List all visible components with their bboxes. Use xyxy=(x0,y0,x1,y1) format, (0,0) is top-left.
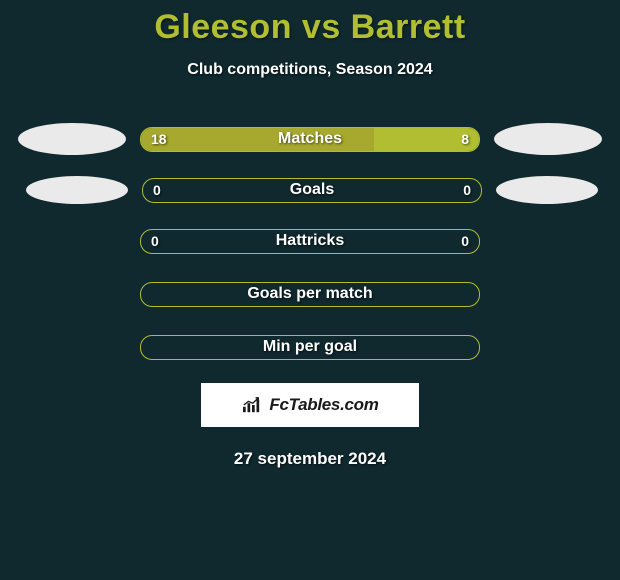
stat-value-right: 8 xyxy=(461,128,469,151)
stat-value-right: 0 xyxy=(463,179,471,202)
site-logo[interactable]: FcTables.com xyxy=(201,383,419,427)
stat-row: Min per goal xyxy=(0,331,620,363)
stat-bar: 0Goals0 xyxy=(142,178,482,203)
comparison-widget: Gleeson vs Barrett Club competitions, Se… xyxy=(0,0,620,469)
stat-label: Matches xyxy=(141,128,479,151)
stat-row: 0Goals0 xyxy=(0,176,620,204)
player-photo-right xyxy=(496,176,598,204)
photo-spacer xyxy=(18,331,140,363)
stat-row: 18Matches8 xyxy=(0,123,620,155)
player-photo-right xyxy=(494,123,602,155)
photo-spacer xyxy=(18,278,140,310)
stat-label: Goals xyxy=(143,179,481,202)
photo-spacer xyxy=(18,225,140,257)
chart-icon xyxy=(241,396,263,414)
player-photo-left xyxy=(26,176,128,204)
stat-label: Hattricks xyxy=(141,230,479,253)
photo-spacer xyxy=(480,225,602,257)
player-photo-left xyxy=(18,123,126,155)
photo-spacer xyxy=(480,331,602,363)
stat-row: 0Hattricks0 xyxy=(0,225,620,257)
stats-rows: 18Matches80Goals00Hattricks0Goals per ma… xyxy=(0,123,620,363)
stat-bar: Min per goal xyxy=(140,335,480,360)
stat-label: Min per goal xyxy=(141,336,479,359)
stat-row: Goals per match xyxy=(0,278,620,310)
subtitle: Club competitions, Season 2024 xyxy=(0,61,620,79)
stat-bar: 18Matches8 xyxy=(140,127,480,152)
logo-text: FcTables.com xyxy=(269,395,378,415)
stat-value-right: 0 xyxy=(461,230,469,253)
page-title: Gleeson vs Barrett xyxy=(0,8,620,47)
date-label: 27 september 2024 xyxy=(0,449,620,469)
stat-label: Goals per match xyxy=(141,283,479,306)
photo-spacer xyxy=(480,278,602,310)
stat-bar: 0Hattricks0 xyxy=(140,229,480,254)
stat-bar: Goals per match xyxy=(140,282,480,307)
